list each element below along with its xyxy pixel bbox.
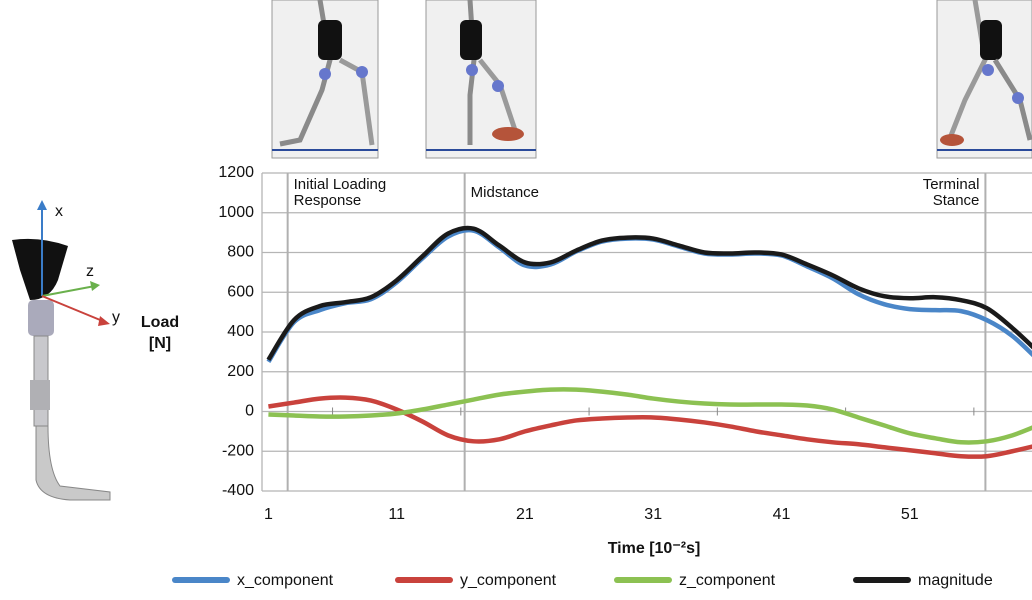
x-tick-label: 31 [644, 506, 662, 523]
phase-label: Midstance [471, 184, 539, 201]
gait-snapshot [272, 0, 378, 158]
legend-label: x_component [237, 572, 334, 589]
y-axis-title: [N] [149, 335, 171, 352]
gait-snapshot [426, 0, 536, 158]
x-tick-label: 11 [388, 506, 405, 523]
y-tick-label: 200 [227, 363, 254, 380]
y-tick-label: 1200 [218, 164, 254, 181]
axis-symbol: y [112, 309, 120, 326]
x-axis-title: Time [10⁻²s] [608, 540, 701, 557]
plot-lines [268, 228, 1032, 457]
legend-label: z_component [679, 572, 776, 589]
legend-label: y_component [460, 572, 557, 589]
chart: x z y Load [N] Time [10⁻²s] -400 -200 0 200… [0, 0, 1032, 600]
phase-label: Initial Loading [294, 176, 387, 193]
x-tick-label: 51 [901, 506, 919, 523]
gait-snapshot [937, 0, 1032, 158]
y-tick-label: 600 [227, 283, 254, 300]
axis-symbol: z [86, 263, 94, 280]
legend-label: magnitude [918, 572, 993, 589]
y-tick-label: -400 [222, 482, 254, 499]
prosthesis-illustration [12, 200, 110, 500]
phase-label: Terminal [923, 176, 980, 193]
phase-label: Response [294, 192, 362, 209]
y-tick-label: 800 [227, 244, 254, 261]
axis-symbol: x [55, 203, 63, 220]
phase-label: Stance [933, 192, 980, 209]
y-tick-label: -200 [222, 442, 254, 459]
y-tick-label: 1000 [218, 204, 254, 221]
y-tick-label: 0 [245, 403, 254, 420]
x-tick-label: 21 [516, 506, 534, 523]
x-tick-label: 1 [264, 506, 273, 523]
series-line [268, 397, 1032, 456]
x-tick-label: 41 [773, 506, 791, 523]
y-axis-title: Load [141, 314, 179, 331]
y-tick-label: 400 [227, 323, 254, 340]
